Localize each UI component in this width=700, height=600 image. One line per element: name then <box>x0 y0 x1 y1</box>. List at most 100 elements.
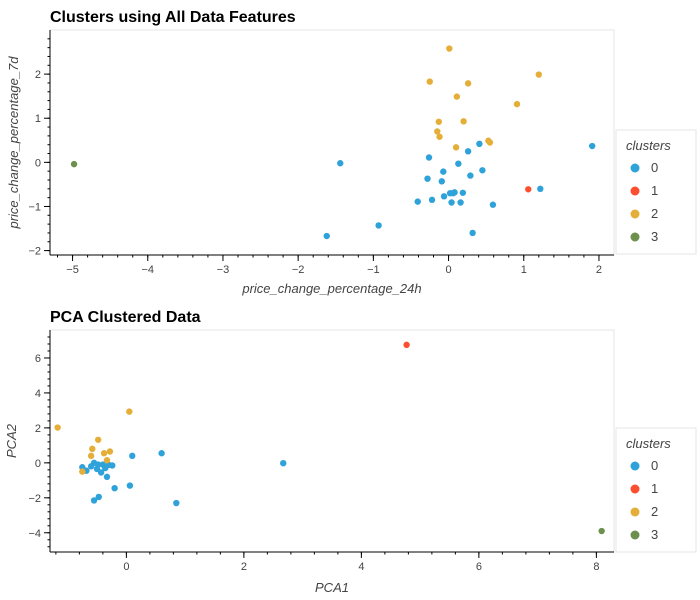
legend: clusters 0 1 2 3 <box>615 427 697 553</box>
points <box>70 45 596 240</box>
point-cluster-0 <box>424 175 431 182</box>
plot-frame <box>49 329 615 553</box>
legend-marker-2 <box>630 209 640 219</box>
legend-marker-2 <box>630 507 640 517</box>
chart-pca-svg: PCA Clustered Data 0 2 4 6 8 −4 −2 0 2 4 6 PCA1 PC… <box>4 309 697 595</box>
y-axis-label: price_change_percentage_7d <box>6 56 21 230</box>
point-cluster-3 <box>598 527 605 535</box>
point-cluster-0 <box>428 196 436 204</box>
point-cluster-0 <box>126 482 134 489</box>
chart-title: Clusters using All Data Features <box>50 9 296 26</box>
point-cluster-0 <box>467 172 474 179</box>
point-cluster-0 <box>455 160 462 167</box>
legend-title: clusters <box>626 436 671 451</box>
legend-label-1: 1 <box>651 481 658 496</box>
y-tick-label: 2 <box>35 423 41 435</box>
y-tick-label: 6 <box>35 353 41 365</box>
y-tick-label: 0 <box>35 458 41 470</box>
point-cluster-2 <box>126 408 133 415</box>
legend-items: 0 1 2 3 <box>630 160 658 244</box>
point-cluster-0 <box>489 201 497 208</box>
y-tick-label: −2 <box>28 246 41 258</box>
y-tick-label: 1 <box>35 113 41 125</box>
y-tick-label: 0 <box>35 157 41 169</box>
x-tick-label: −5 <box>66 264 79 276</box>
y-tick-label: −4 <box>28 528 41 540</box>
x-tick-label: −1 <box>367 264 380 276</box>
legend-marker-1 <box>630 484 640 494</box>
points <box>54 341 605 535</box>
point-cluster-0 <box>537 185 544 193</box>
point-cluster-0 <box>464 148 472 155</box>
point-cluster-0 <box>459 189 467 196</box>
point-cluster-0 <box>469 229 476 237</box>
ticks: 0 2 4 6 8 −4 −2 0 2 4 6 <box>28 336 599 573</box>
point-cluster-2 <box>453 93 461 100</box>
legend-label-2: 2 <box>651 504 658 519</box>
y-tick-label: −2 <box>28 493 41 505</box>
x-tick-label: 1 <box>521 264 527 276</box>
point-cluster-2 <box>446 45 453 52</box>
chart-all-features: Clusters using All Data Features −5 −4 −3−… <box>6 9 697 296</box>
point-cluster-2 <box>460 118 467 125</box>
x-axis-label: PCA1 <box>315 580 349 595</box>
x-tick-label: 0 <box>123 561 129 573</box>
legend: clusters 0 1 2 3 <box>615 129 697 255</box>
point-cluster-2 <box>435 118 442 125</box>
legend-label-3: 3 <box>651 229 658 244</box>
point-cluster-0 <box>438 178 445 185</box>
x-axis-label: price_change_percentage_24h <box>241 281 421 296</box>
point-cluster-2 <box>103 457 111 464</box>
point-cluster-0 <box>111 484 118 492</box>
point-cluster-2 <box>106 448 114 455</box>
legend-marker-3 <box>630 232 640 242</box>
point-cluster-0 <box>280 460 287 467</box>
x-tick-label: 2 <box>596 264 602 276</box>
chart-all-features-svg: Clusters using All Data Features −5 −4 −3−… <box>6 9 697 296</box>
legend-title: clusters <box>626 138 671 153</box>
point-cluster-0 <box>158 450 165 457</box>
legend-label-1: 1 <box>651 183 658 198</box>
point-cluster-2 <box>79 468 86 475</box>
plot-frame <box>49 29 615 256</box>
point-cluster-0 <box>479 167 486 174</box>
x-tick-label: −2 <box>292 264 305 276</box>
point-cluster-2 <box>452 144 460 151</box>
legend-box <box>615 129 697 255</box>
point-cluster-2 <box>87 452 95 460</box>
point-cluster-1 <box>525 186 532 193</box>
plot-area <box>49 329 615 553</box>
legend-label-0: 0 <box>651 458 658 473</box>
point-cluster-2 <box>100 450 108 457</box>
point-cluster-0 <box>440 168 447 175</box>
x-tick-label: 4 <box>358 561 364 573</box>
point-cluster-0 <box>457 199 464 206</box>
point-cluster-0 <box>425 154 433 161</box>
point-cluster-2 <box>513 100 521 108</box>
legend-marker-0 <box>630 163 640 173</box>
point-cluster-0 <box>588 142 596 150</box>
legend-box <box>615 427 697 553</box>
point-cluster-0 <box>440 193 448 200</box>
legend-label-3: 3 <box>651 527 658 542</box>
plot-area <box>49 29 615 256</box>
legend-marker-0 <box>630 461 640 471</box>
legend-marker-3 <box>630 530 640 540</box>
point-cluster-0 <box>323 232 330 240</box>
point-cluster-0 <box>90 497 98 504</box>
point-cluster-0 <box>94 461 102 468</box>
x-tick-label: −3 <box>217 264 230 276</box>
ticks: −5 −4 −3 −2 −1 0 1 2 −2 −1 0 1 2 <box>28 38 602 276</box>
point-cluster-0 <box>109 462 116 469</box>
legend-marker-1 <box>630 186 640 196</box>
point-cluster-0 <box>414 198 421 205</box>
point-cluster-2 <box>486 139 494 146</box>
point-cluster-0 <box>337 160 344 167</box>
point-cluster-0 <box>448 199 455 206</box>
y-tick-label: 2 <box>35 69 41 81</box>
x-tick-label: 8 <box>593 561 599 573</box>
legend-label-2: 2 <box>651 206 658 221</box>
point-cluster-2 <box>89 445 96 453</box>
chart-pca: PCA Clustered Data 0 2 4 6 8 −4 −2 0 2 4 6 PCA1 PC… <box>0 300 700 600</box>
point-cluster-2 <box>535 71 542 78</box>
